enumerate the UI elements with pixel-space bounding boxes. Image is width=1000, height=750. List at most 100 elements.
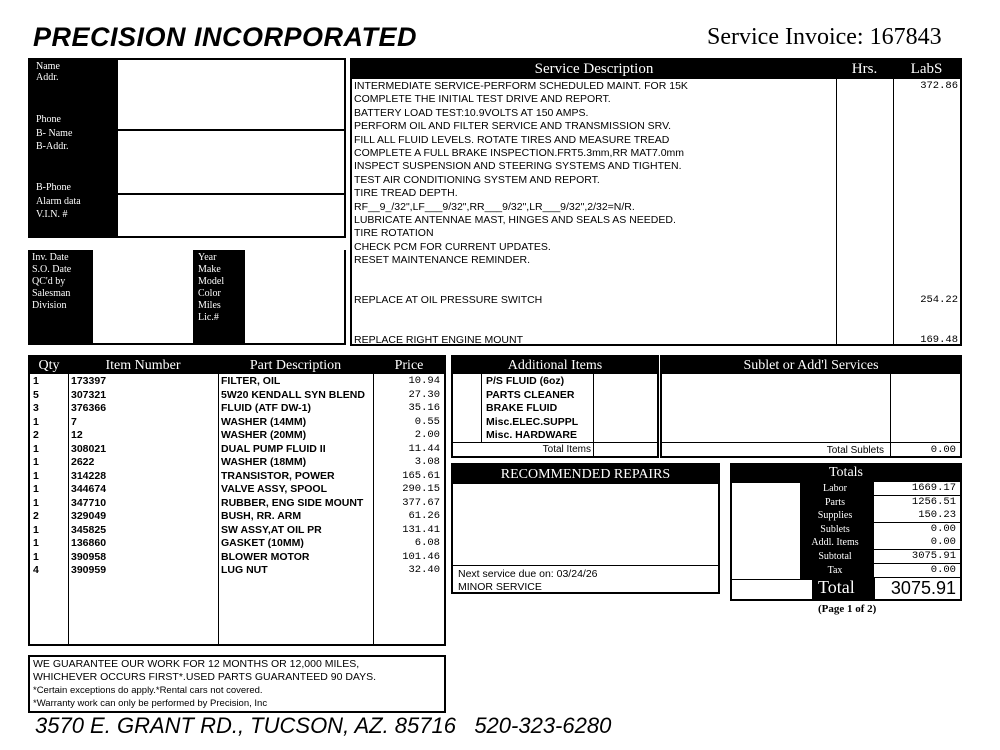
label-vin: V.I.N. #: [36, 209, 68, 220]
price-header: Price: [373, 357, 445, 374]
service-line-text: RF__9_/32",LF___9/32",RR___9/32",LR___9/…: [354, 200, 635, 213]
additional-items-box: Additional Items P/S FLUID (6oz) PARTS CL…: [451, 355, 659, 458]
label-division: Division: [32, 300, 67, 311]
totals-value: 0.00: [874, 536, 960, 550]
guarantee-box: WE GUARANTEE OUR WORK FOR 12 MONTHS OR 1…: [28, 655, 446, 713]
part-qty: 1: [33, 415, 39, 428]
part-price: 10.94: [408, 375, 440, 387]
part-item-number: 308021: [71, 442, 107, 455]
table-row: 2 329049 BUSH, RR. ARM 61.26: [30, 510, 444, 524]
service-line-text: CHECK PCM FOR CURRENT UPDATES.: [354, 240, 551, 253]
service-type: MINOR SERVICE: [458, 581, 542, 593]
total-label: Total: [818, 577, 855, 597]
label-b-name: B- Name: [36, 128, 73, 139]
totals-value: 0.00: [874, 522, 960, 536]
service-line-labor: 254.22: [920, 294, 958, 307]
totals-label: Tax: [827, 564, 843, 576]
part-qty: 1: [33, 523, 39, 536]
part-item-number: 390958: [71, 550, 107, 563]
service-line-text: TIRE TREAD DEPTH.: [354, 187, 458, 200]
part-price: 3.08: [414, 456, 440, 468]
recommended-header: RECOMMENDED REPAIRS: [453, 465, 718, 484]
parts-table: Qty Item Number Part Description Price 1…: [28, 355, 446, 646]
totals-label: Subtotal: [818, 550, 852, 562]
service-line-text: RESET MAINTENANCE REMINDER.: [354, 254, 530, 267]
additional-item: BRAKE FLUID: [486, 402, 558, 414]
service-line: LUBRICATE ANTENNAE MAST, HINGES AND SEAL…: [354, 214, 960, 227]
service-line-labor: 372.86: [920, 80, 958, 92]
part-price: 2.00: [414, 429, 440, 441]
make: HONDA: [249, 264, 288, 276]
label-make: Make: [198, 264, 221, 275]
table-row: 1 173397 FILTER, OIL 10.94: [30, 375, 444, 389]
miles: 133205: [249, 303, 285, 315]
service-line: RF__9_/32",LF___9/32",RR___9/32",LR___9/…: [354, 201, 960, 214]
total-sublets-value: 0.00: [930, 444, 956, 456]
hrs-header: Hrs.: [836, 60, 893, 79]
totals-value: 1256.51: [874, 495, 960, 509]
part-qty: 1: [33, 456, 39, 468]
table-row: 1 314228 TRANSISTOR, POWER 165.61: [30, 470, 444, 484]
service-line: TIRE TREAD DEPTH.: [354, 187, 960, 200]
guarantee-line-1: WE GUARANTEE OUR WORK FOR 12 MONTHS OR 1…: [33, 658, 360, 670]
total-items-label: Total Items: [542, 444, 591, 455]
service-line-text: COMPLETE THE INITIAL TEST DRIVE AND REPO…: [354, 93, 611, 106]
part-description: DUAL PUMP FLUID II: [221, 442, 326, 455]
service-line-text: LUBRICATE ANTENNAE MAST, HINGES AND SEAL…: [354, 213, 676, 226]
part-description: BUSH, RR. ARM: [221, 510, 302, 522]
sublet-box: Sublet or Add'l Services Total Sublets 0…: [660, 355, 962, 458]
totals-label: Sublets: [820, 523, 850, 535]
customer-addr2: TUCSON, AZ 85716: [124, 88, 220, 100]
service-line: FILL ALL FLUID LEVELS. ROTATE TIRES AND …: [354, 134, 960, 147]
grand-total: 3075.91: [875, 578, 960, 599]
invoice-label: Service Invoice:: [707, 24, 864, 50]
part-item-number: 314228: [71, 469, 107, 482]
part-item-number: 307321: [71, 388, 107, 401]
service-line: TEST AIR CONDITIONING SYSTEM AND REPORT.: [354, 174, 960, 187]
part-item-number: 344674: [71, 483, 107, 495]
part-qty: 1: [33, 550, 39, 563]
totals-box: Totals Labor 1669.17 Parts 1256.51 Supplies 1…: [730, 463, 962, 601]
part-description: WASHER (20MM): [221, 429, 307, 441]
service-line: [354, 267, 960, 280]
table-row: 4 390959 LUG NUT 32.40: [30, 564, 444, 578]
label-b-addr: B-Addr.: [36, 141, 69, 152]
part-description: BLOWER MOTOR: [221, 550, 310, 563]
label-lic: Lic.#: [198, 312, 219, 323]
division: PI: [97, 303, 107, 315]
totals-row: Parts 1256.51: [800, 495, 960, 510]
service-line-labor: 169.48: [920, 334, 958, 347]
totals-value: 1669.17: [874, 482, 960, 495]
service-line: REPLACE RIGHT ENGINE MOUNT 169.48: [354, 334, 960, 347]
service-line: TIRE ROTATION: [354, 227, 960, 240]
service-line-text: INSPECT SUSPENSION AND STEERING SYSTEMS …: [354, 160, 682, 173]
part-price: 27.30: [408, 388, 440, 401]
label-addr: Addr.: [36, 72, 59, 83]
total-sublets-label: Total Sublets: [826, 445, 884, 456]
customer-phone: 520-323-6280: [124, 115, 190, 127]
part-item-number: 136860: [71, 537, 107, 549]
service-table: Service Description Hrs. LabS INTERMEDIA…: [350, 58, 962, 346]
part-item-number: 7: [71, 415, 77, 428]
part-price: 0.55: [414, 415, 440, 428]
label-miles: Miles: [198, 300, 221, 311]
service-line-text: PERFORM OIL AND FILTER SERVICE AND TRANS…: [354, 120, 672, 133]
part-price: 11.44: [408, 442, 440, 455]
color: WHITE: [249, 290, 283, 302]
totals-value: 150.23: [874, 509, 960, 523]
so-date: 09/22/25: [97, 264, 138, 276]
recommended-repairs-box: RECOMMENDED REPAIRS Next service due on:…: [451, 463, 720, 594]
invoice-number-value: 167843: [869, 24, 942, 50]
customer-addr1: 3570 E GRANT RD: [124, 75, 216, 87]
table-row: 1 390958 BLOWER MOTOR 101.46: [30, 551, 444, 565]
next-service-due: Next service due on: 03/24/26: [458, 568, 598, 580]
service-line: INTERMEDIATE SERVICE-PERFORM SCHEDULED M…: [354, 80, 960, 93]
page-indicator: (Page 1 of 2): [818, 603, 877, 615]
service-line-text: FILL ALL FLUID LEVELS. ROTATE TIRES AND …: [354, 133, 670, 146]
part-qty: 2: [33, 429, 39, 441]
order-box: Inv. Date S.O. Date QC'd by Salesman Div…: [28, 250, 346, 345]
service-line: PERFORM OIL AND FILTER SERVICE AND TRANS…: [354, 120, 960, 133]
part-price: 131.41: [402, 523, 440, 536]
model: CR-V EX4WD-A: [249, 277, 327, 289]
part-description: WASHER (14MM): [221, 415, 307, 428]
